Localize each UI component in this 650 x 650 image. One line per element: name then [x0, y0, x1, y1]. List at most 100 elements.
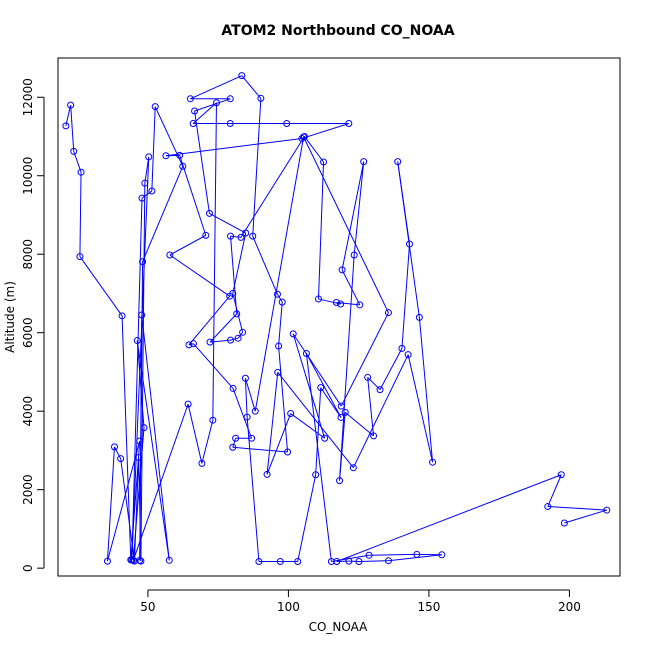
data-point — [133, 337, 141, 345]
series-segment — [188, 343, 194, 346]
data-point — [232, 434, 240, 442]
series-segment — [169, 234, 207, 256]
data-point — [145, 153, 153, 161]
series-segment — [141, 190, 153, 199]
series-segment — [232, 388, 253, 439]
data-point — [198, 459, 206, 467]
data-point — [384, 557, 392, 565]
data-point — [176, 151, 184, 159]
series-segment — [79, 172, 82, 257]
data-point — [338, 266, 346, 274]
data-point — [364, 373, 372, 381]
series-segment — [292, 333, 326, 439]
series-segment — [79, 256, 123, 317]
series-segment — [244, 378, 248, 418]
data-point — [557, 471, 565, 479]
data-point — [413, 550, 421, 558]
x-tick-label: 100 — [277, 600, 300, 614]
data-point — [110, 443, 118, 451]
data-point — [394, 158, 402, 166]
series-segment — [407, 354, 434, 463]
data-point — [251, 407, 259, 415]
data-point — [429, 458, 437, 466]
series-segment — [278, 345, 289, 453]
data-point — [349, 464, 357, 472]
y-tick-label: 0 — [21, 564, 35, 572]
data-point — [118, 312, 126, 320]
data-point — [275, 342, 283, 350]
data-point — [67, 101, 75, 109]
series-segment — [232, 232, 247, 294]
data-point — [384, 309, 392, 317]
data-point — [179, 162, 187, 170]
data-point — [141, 179, 149, 187]
data-point — [229, 384, 237, 392]
data-point — [255, 557, 263, 565]
series-segment — [142, 166, 184, 262]
series-segment — [388, 554, 442, 562]
data-point — [185, 341, 193, 349]
series-segment — [547, 506, 607, 511]
series-segment — [212, 102, 217, 421]
data-point — [287, 410, 295, 418]
data-point — [227, 336, 235, 344]
data-point — [77, 168, 85, 176]
data-point — [249, 232, 257, 240]
series-segment — [136, 340, 170, 561]
data-point — [332, 298, 340, 306]
series-segment — [547, 474, 562, 507]
series-segment — [379, 348, 403, 390]
data-point — [212, 99, 220, 107]
data-point — [237, 233, 245, 241]
series-segment — [339, 254, 355, 481]
series-segment — [277, 372, 354, 469]
data-point — [300, 133, 308, 141]
data-point — [321, 434, 329, 442]
series-segment — [106, 446, 115, 562]
data-point — [284, 448, 292, 456]
y-axis: 0 2000 4000 6000 8000 10000 12000 — [21, 78, 45, 572]
series-segment — [252, 235, 278, 295]
data-point — [184, 400, 192, 408]
series-segment — [266, 413, 292, 475]
series-segment — [131, 198, 143, 560]
data-point — [137, 557, 145, 565]
series-segment — [179, 155, 207, 236]
data-point — [337, 300, 345, 308]
series-segment — [193, 343, 234, 389]
plot-frame — [57, 57, 621, 577]
data-point — [360, 158, 368, 166]
series-segment — [230, 236, 238, 314]
data-point — [376, 386, 384, 394]
data-point — [438, 551, 446, 559]
x-axis: 50 100 150 200 — [140, 589, 581, 614]
series-segment — [165, 137, 302, 157]
series-segment — [73, 151, 82, 173]
series-segment — [188, 295, 231, 346]
data-point — [205, 209, 213, 217]
series-segment — [352, 354, 409, 468]
series-segment — [241, 75, 262, 99]
data-point — [117, 455, 125, 463]
series-segment — [232, 438, 237, 448]
y-tick-label: 2000 — [21, 474, 35, 505]
series-segment — [290, 413, 325, 439]
data-point — [202, 231, 210, 239]
data-point — [350, 251, 358, 259]
series-segment — [401, 243, 411, 349]
series-segment — [230, 337, 239, 341]
data-point — [337, 402, 345, 410]
data-point — [238, 72, 246, 80]
series-segment — [244, 378, 256, 412]
data-point — [276, 557, 284, 565]
series-segment — [315, 387, 322, 475]
data-point — [139, 258, 147, 266]
data-point — [226, 95, 234, 103]
series-segment — [369, 553, 417, 556]
x-axis-label: CO_NOAA — [309, 620, 369, 634]
data-point — [140, 424, 148, 432]
data-point — [166, 251, 174, 259]
data-point — [243, 413, 251, 421]
series-segment — [132, 403, 189, 561]
data-point — [226, 120, 234, 128]
